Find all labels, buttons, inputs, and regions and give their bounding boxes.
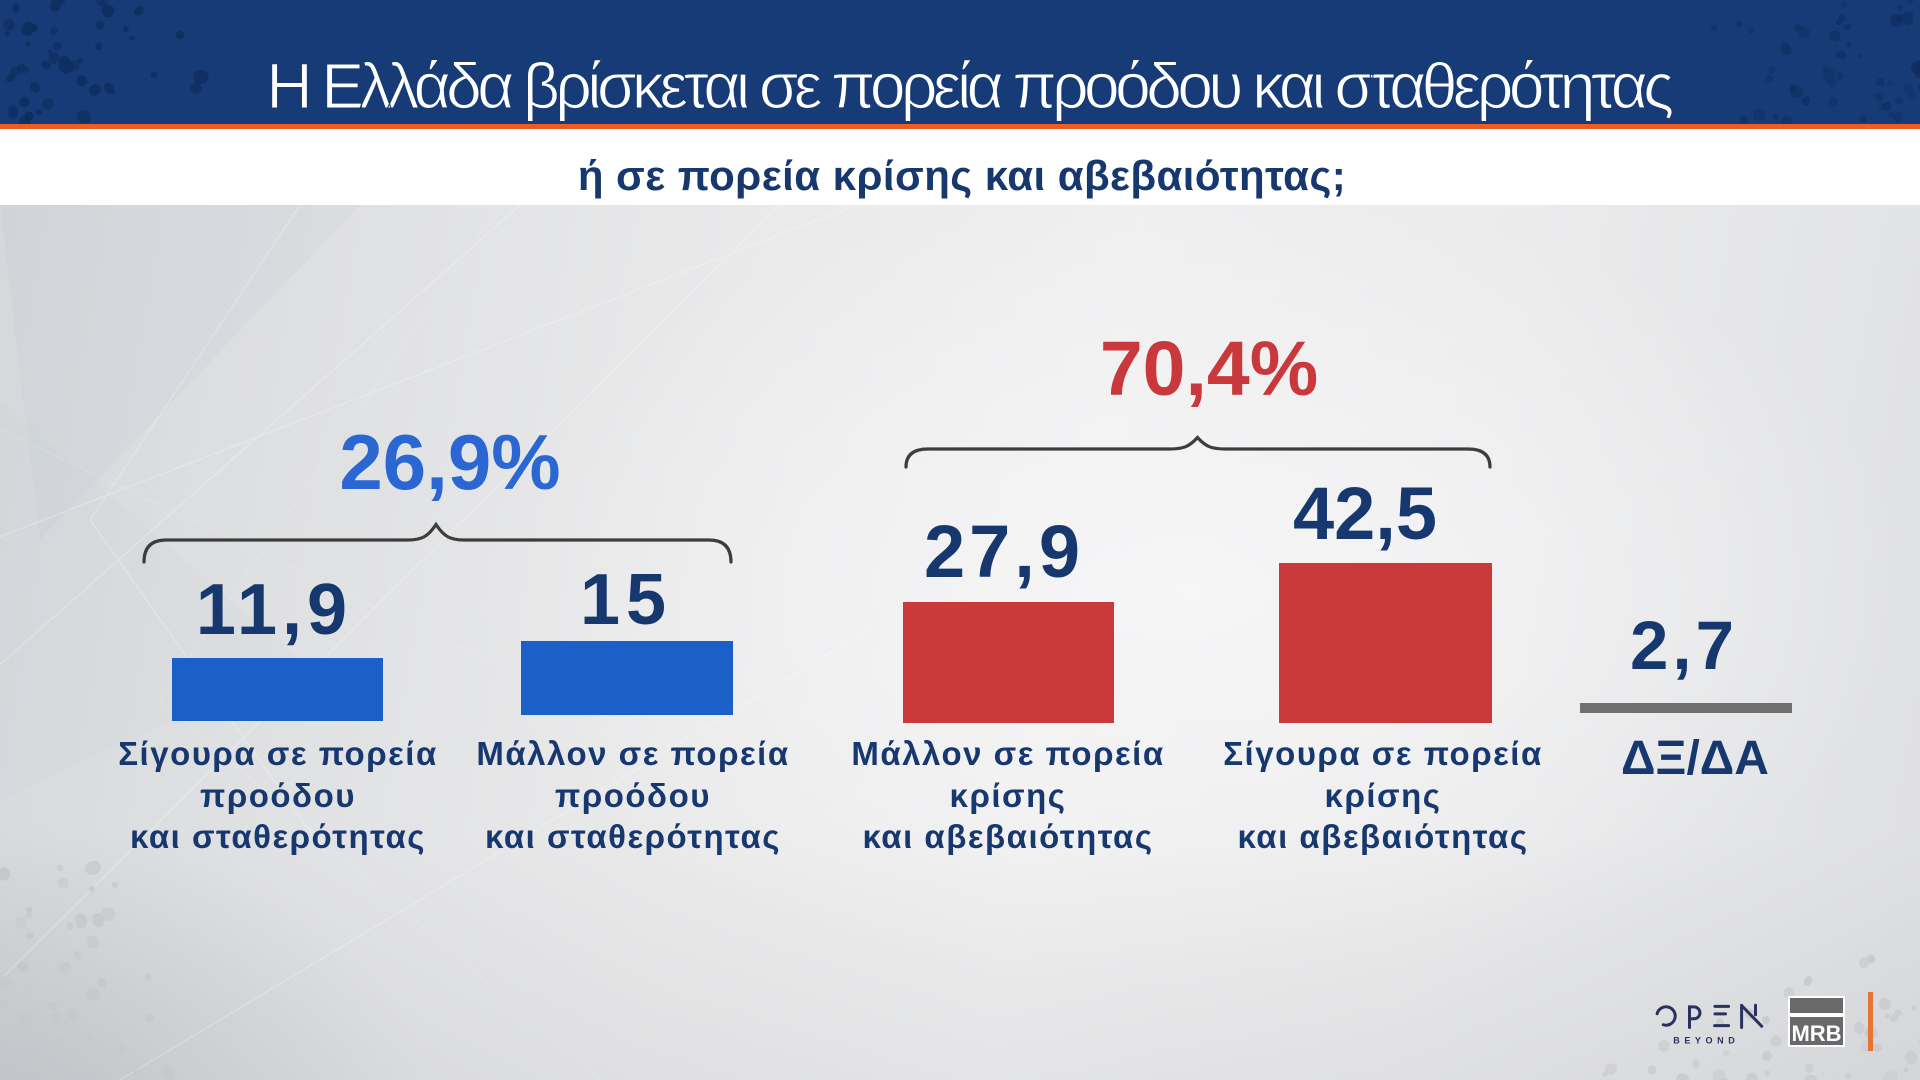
svg-text:BEYOND: BEYOND [1673, 1036, 1739, 1046]
svg-text:MRB: MRB [1791, 1021, 1841, 1045]
